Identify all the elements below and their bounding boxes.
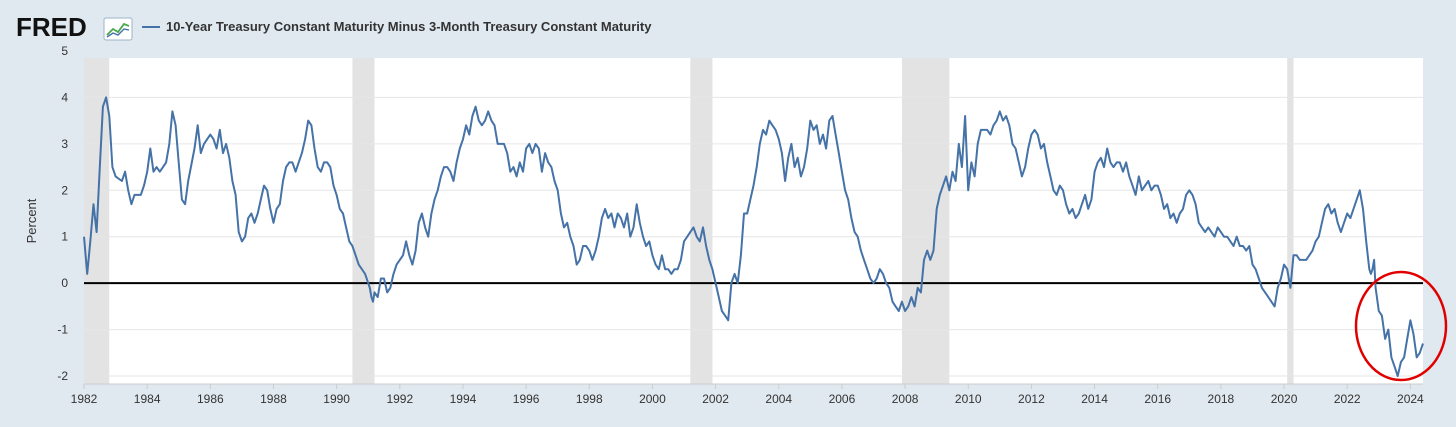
- y-tick-label: 0: [61, 276, 68, 290]
- x-tick-label: 2002: [702, 392, 729, 406]
- x-tick-label: 2014: [1081, 392, 1108, 406]
- y-tick-label: -1: [57, 323, 68, 337]
- x-tick-label: 2012: [1018, 392, 1045, 406]
- x-tick-label: 1990: [323, 392, 350, 406]
- recession-band-4: [1287, 58, 1294, 384]
- recession-band-3: [901, 58, 950, 384]
- fred-chart-icon: [103, 17, 133, 41]
- series-line-0: [83, 96, 1424, 377]
- x-tick-label: 2006: [829, 392, 856, 406]
- x-tick-label: 1982: [71, 392, 98, 406]
- x-tick-label: 1988: [260, 392, 287, 406]
- x-tick-label: 1998: [576, 392, 603, 406]
- x-tick-label: 1986: [197, 392, 224, 406]
- x-tick-label: 2016: [1144, 392, 1171, 406]
- x-tick-label: 1984: [134, 392, 161, 406]
- series-layer: [83, 96, 1424, 377]
- highlight-circle: [1354, 270, 1448, 382]
- recession-band-2: [690, 58, 713, 384]
- fred-logo[interactable]: FRED: [16, 12, 87, 42]
- x-tick-label: 2024: [1397, 392, 1424, 406]
- x-tick-label: 2010: [955, 392, 982, 406]
- y-axis-label: Percent: [24, 198, 39, 243]
- recession-band-1: [352, 58, 375, 384]
- x-tick-label: 1996: [513, 392, 540, 406]
- x-tick-label: 1994: [450, 392, 477, 406]
- y-tick-label: 2: [61, 183, 68, 197]
- y-axis-ticks: 5 4 3 2 1 0 -1 -2: [57, 44, 68, 383]
- x-axis-ticks: 1982 1984 1986 1988 1990 1992 1994 1996 1998 2000…: [71, 383, 1424, 406]
- y-tick-label: 4: [61, 90, 68, 104]
- plot-area: [84, 58, 1423, 384]
- chart-title: 10-Year Treasury Constant Maturity Minus…: [166, 19, 652, 34]
- x-tick-label: 2022: [1334, 392, 1361, 406]
- x-tick-label: 2000: [639, 392, 666, 406]
- y-tick-label: 5: [61, 44, 68, 58]
- x-tick-label: 2018: [1208, 392, 1235, 406]
- x-tick-label: 2020: [1271, 392, 1298, 406]
- y-tick-label: 1: [61, 230, 68, 244]
- y-tick-label: 3: [61, 137, 68, 151]
- x-tick-label: 1992: [386, 392, 413, 406]
- x-tick-label: 2004: [765, 392, 792, 406]
- x-tick-label: 2008: [892, 392, 919, 406]
- y-tick-label: -2: [57, 369, 68, 383]
